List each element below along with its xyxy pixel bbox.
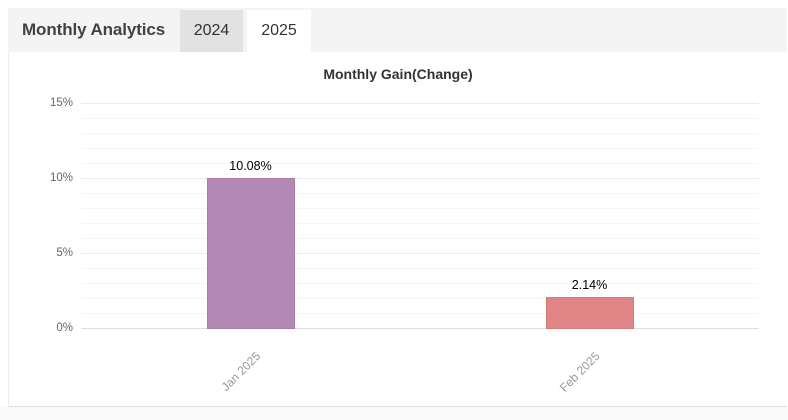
x-axis-tick-label: Feb 2025 [556,349,603,395]
widget-header: Monthly Analytics 2024 2025 [8,8,787,54]
gridline [81,148,759,149]
chart-card: Monthly Gain(Change) 10.08% Jan 2025 2.14%… [8,52,787,407]
chart-title: Monthly Gain(Change) [323,66,473,82]
bar-value-label: 2.14% [571,277,608,292]
bar-chart-plot-area: 10.08% Jan 2025 2.14% Feb 2025 [81,103,759,395]
gridline [81,193,759,194]
y-axis-tick-label: 0% [56,322,73,334]
gridline [81,238,759,239]
tab-2024[interactable]: 2024 [180,10,243,52]
gridline [81,283,759,284]
gridline [81,103,759,104]
y-axis-tick-label: 10% [49,172,73,184]
x-axis-line [81,328,759,329]
gridline [81,253,759,254]
bar-jan-2025[interactable] [206,177,295,329]
bar-feb-2025[interactable] [545,296,634,329]
y-axis-tick-label: 15% [49,97,73,109]
gridline [81,208,759,209]
bar-value-label: 10.08% [229,158,272,173]
gridline [81,298,759,299]
page-title: Monthly Analytics [22,20,166,39]
gridline [81,133,759,134]
gridline [81,313,759,314]
gridline [81,223,759,224]
tab-2025[interactable]: 2025 [247,10,311,54]
x-axis-tick-label: Jan 2025 [218,349,264,394]
gridline [81,118,759,119]
gridline [81,163,759,164]
bottom-page-strip [0,407,788,420]
gridline [81,178,759,179]
gridline [81,268,759,269]
y-axis-tick-label: 5% [56,247,73,259]
